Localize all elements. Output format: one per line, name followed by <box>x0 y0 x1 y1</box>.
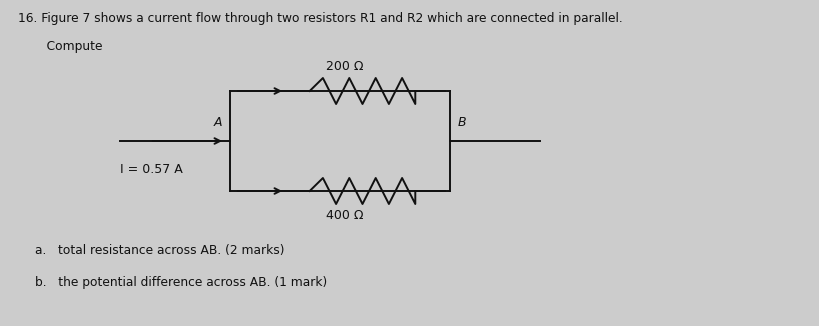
Text: 400 Ω: 400 Ω <box>326 209 364 222</box>
Text: a.   total resistance across AB. (2 marks): a. total resistance across AB. (2 marks) <box>35 244 284 257</box>
Text: A: A <box>213 116 222 129</box>
Text: B: B <box>458 116 466 129</box>
Text: Compute: Compute <box>35 40 102 53</box>
Text: 16. Figure 7 shows a current flow through two resistors R1 and R2 which are conn: 16. Figure 7 shows a current flow throug… <box>18 12 622 25</box>
Text: I = 0.57 A: I = 0.57 A <box>120 163 183 176</box>
Text: 200 Ω: 200 Ω <box>326 60 364 73</box>
Text: b.   the potential difference across AB. (1 mark): b. the potential difference across AB. (… <box>35 276 327 289</box>
